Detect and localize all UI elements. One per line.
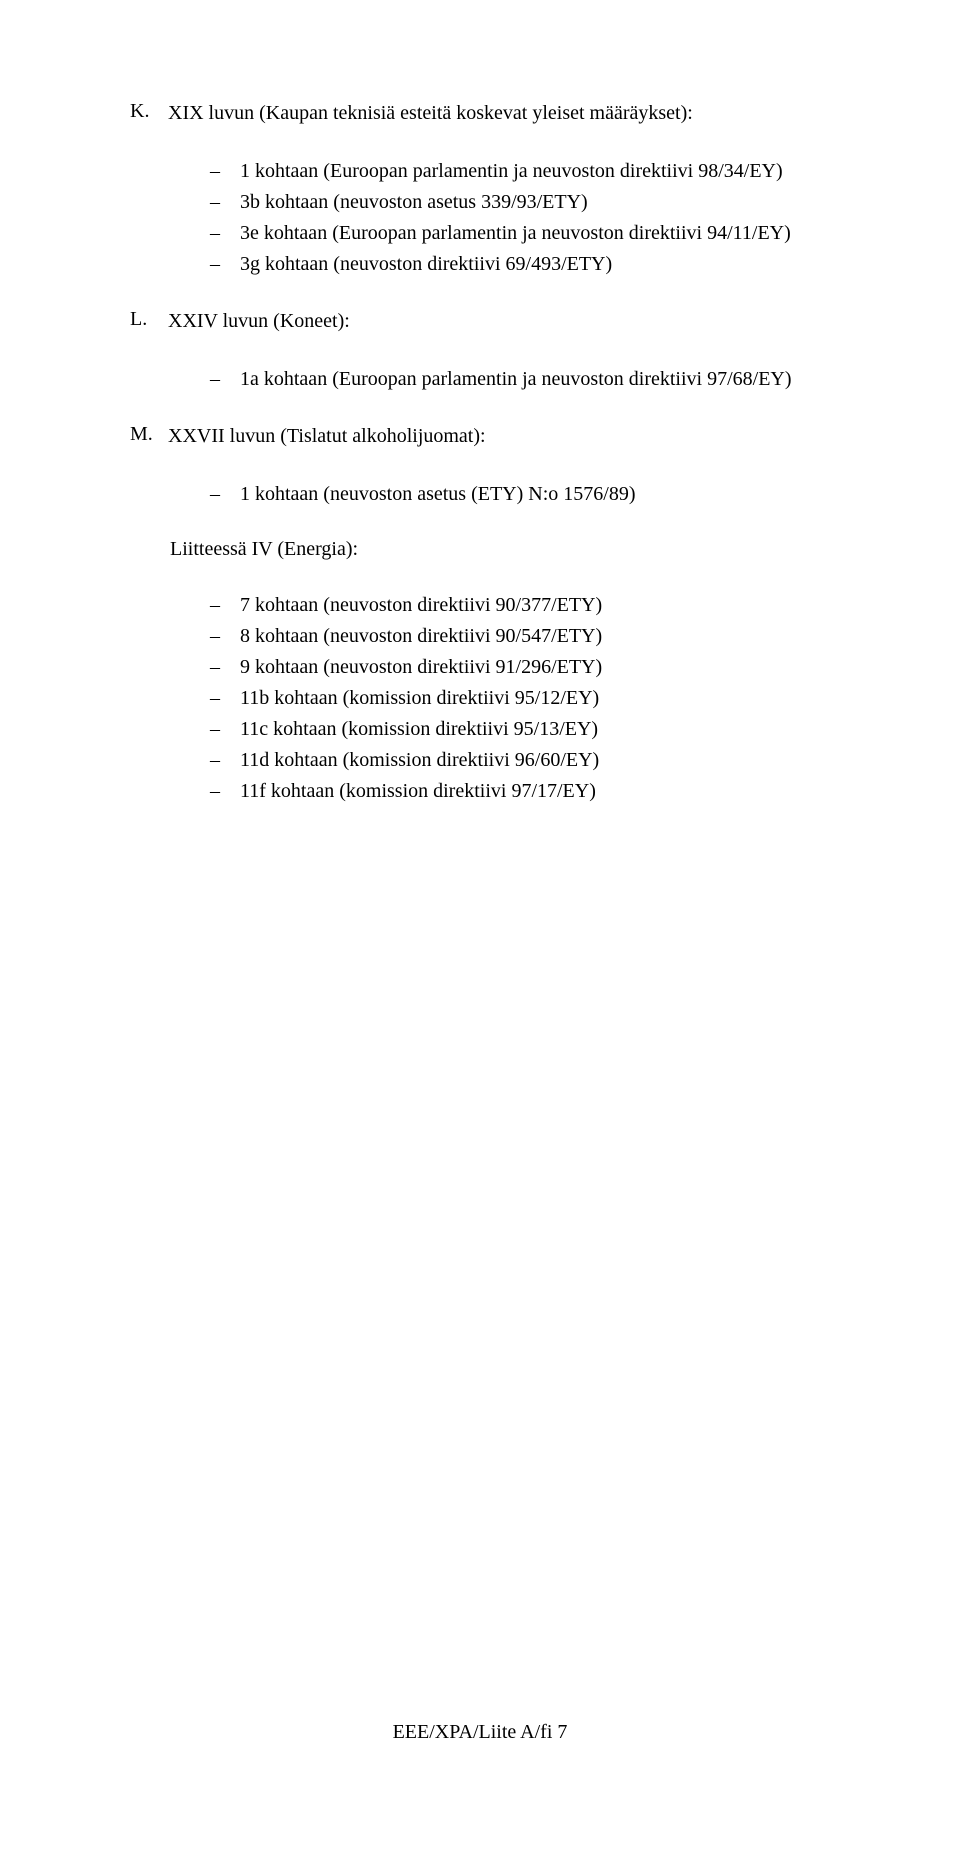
dash-mark: –: [210, 365, 240, 393]
dash-mark: –: [210, 157, 240, 185]
dash-text: 3e kohtaan (Euroopan parlamentin ja neuv…: [240, 219, 791, 247]
dash-text: 11d kohtaan (komission direktiivi 96/60/…: [240, 746, 599, 774]
list-key: M.: [130, 423, 168, 450]
list-title: XIX luvun (Kaupan teknisiä esteitä koske…: [168, 100, 693, 127]
dash-mark: –: [210, 653, 240, 681]
dash-text: 9 kohtaan (neuvoston direktiivi 91/296/E…: [240, 653, 602, 681]
dash-text: 3b kohtaan (neuvoston asetus 339/93/ETY): [240, 188, 588, 216]
subsection-heading: Liitteessä IV (Energia):: [170, 538, 830, 561]
list-item-m: M. XXVII luvun (Tislatut alkoholijuomat)…: [130, 423, 830, 450]
dash-item: – 3e kohtaan (Euroopan parlamentin ja ne…: [210, 219, 830, 247]
page: K. XIX luvun (Kaupan teknisiä esteitä ko…: [0, 0, 960, 1854]
dash-mark: –: [210, 188, 240, 216]
list-key: L.: [130, 308, 168, 335]
dash-text: 1a kohtaan (Euroopan parlamentin ja neuv…: [240, 365, 792, 393]
dash-text: 7 kohtaan (neuvoston direktiivi 90/377/E…: [240, 591, 602, 619]
dash-item: – 11f kohtaan (komission direktiivi 97/1…: [210, 777, 830, 805]
dash-text: 8 kohtaan (neuvoston direktiivi 90/547/E…: [240, 622, 602, 650]
dash-item: – 1 kohtaan (Euroopan parlamentin ja neu…: [210, 157, 830, 185]
dash-mark: –: [210, 250, 240, 278]
dash-list-subsection: – 7 kohtaan (neuvoston direktiivi 90/377…: [210, 591, 830, 805]
dash-list-l: – 1a kohtaan (Euroopan parlamentin ja ne…: [210, 365, 830, 393]
dash-mark: –: [210, 684, 240, 712]
dash-item: – 1 kohtaan (neuvoston asetus (ETY) N:o …: [210, 480, 830, 508]
list-title: XXVII luvun (Tislatut alkoholijuomat):: [168, 423, 486, 450]
dash-mark: –: [210, 591, 240, 619]
page-footer: EEE/XPA/Liite A/fi 7: [0, 1721, 960, 1744]
dash-mark: –: [210, 219, 240, 247]
dash-item: – 3b kohtaan (neuvoston asetus 339/93/ET…: [210, 188, 830, 216]
dash-list-m: – 1 kohtaan (neuvoston asetus (ETY) N:o …: [210, 480, 830, 508]
dash-item: – 3g kohtaan (neuvoston direktiivi 69/49…: [210, 250, 830, 278]
dash-item: – 1a kohtaan (Euroopan parlamentin ja ne…: [210, 365, 830, 393]
dash-text: 3g kohtaan (neuvoston direktiivi 69/493/…: [240, 250, 612, 278]
dash-item: – 11d kohtaan (komission direktiivi 96/6…: [210, 746, 830, 774]
dash-mark: –: [210, 777, 240, 805]
dash-item: – 9 kohtaan (neuvoston direktiivi 91/296…: [210, 653, 830, 681]
dash-text: 1 kohtaan (Euroopan parlamentin ja neuvo…: [240, 157, 783, 185]
dash-mark: –: [210, 480, 240, 508]
list-title: XXIV luvun (Koneet):: [168, 308, 350, 335]
dash-mark: –: [210, 715, 240, 743]
dash-item: – 8 kohtaan (neuvoston direktiivi 90/547…: [210, 622, 830, 650]
dash-text: 11f kohtaan (komission direktiivi 97/17/…: [240, 777, 596, 805]
dash-item: – 11b kohtaan (komission direktiivi 95/1…: [210, 684, 830, 712]
list-item-l: L. XXIV luvun (Koneet):: [130, 308, 830, 335]
dash-list-k: – 1 kohtaan (Euroopan parlamentin ja neu…: [210, 157, 830, 278]
list-item-k: K. XIX luvun (Kaupan teknisiä esteitä ko…: [130, 100, 830, 127]
dash-mark: –: [210, 746, 240, 774]
dash-text: 11c kohtaan (komission direktiivi 95/13/…: [240, 715, 598, 743]
list-key: K.: [130, 100, 168, 127]
dash-text: 1 kohtaan (neuvoston asetus (ETY) N:o 15…: [240, 480, 635, 508]
dash-text: 11b kohtaan (komission direktiivi 95/12/…: [240, 684, 599, 712]
dash-item: – 11c kohtaan (komission direktiivi 95/1…: [210, 715, 830, 743]
dash-item: – 7 kohtaan (neuvoston direktiivi 90/377…: [210, 591, 830, 619]
dash-mark: –: [210, 622, 240, 650]
